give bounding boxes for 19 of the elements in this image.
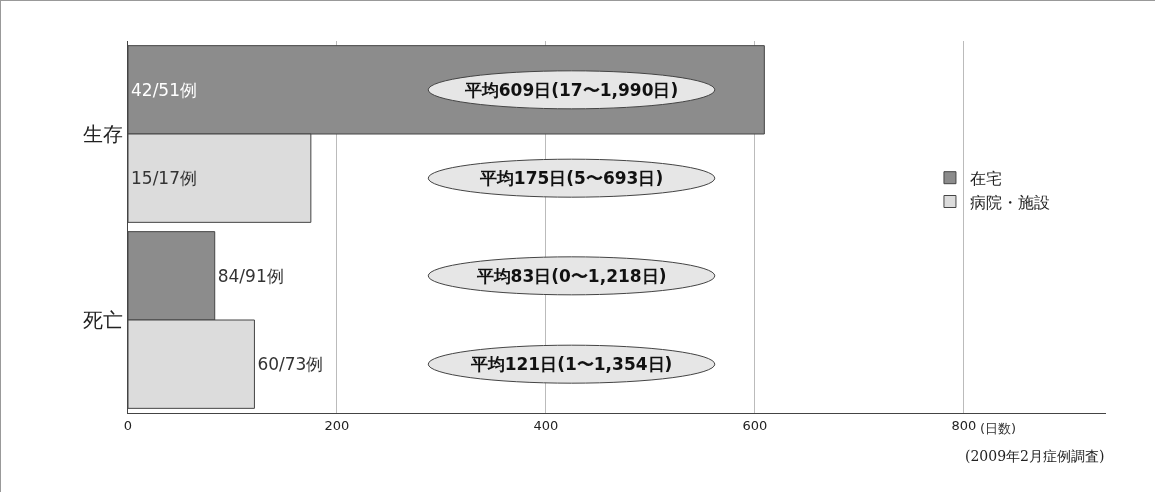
x-tick-label: 0 bbox=[123, 417, 133, 433]
data-label: 15/17例 bbox=[131, 168, 197, 189]
x-tick-label: 400 bbox=[533, 417, 559, 433]
annotation: 平均175日(5〜693日) bbox=[478, 168, 664, 189]
data-label: 60/73例 bbox=[257, 354, 324, 375]
legend-label: 病院・施設 bbox=[969, 192, 1050, 212]
annotation: 平均83日(0〜1,218日) bbox=[475, 265, 667, 286]
text: (2009年2月症例調査) bbox=[965, 448, 1105, 464]
legend-label: 在宅 bbox=[969, 168, 1002, 188]
y-tick-label: 生存 bbox=[83, 122, 123, 146]
x-tick-label: 600 bbox=[742, 417, 768, 433]
annotation: 平均121日(1〜1,354日) bbox=[469, 354, 673, 375]
x-tick-label: 200 bbox=[324, 417, 350, 433]
x-axis-title: (日数) bbox=[980, 421, 1017, 436]
y-tick-label: 死亡 bbox=[83, 308, 123, 332]
x-tick-label: 800 bbox=[951, 417, 977, 433]
annotation: 平均609日(17〜1,990日) bbox=[463, 79, 679, 100]
data-label: 42/51例 bbox=[131, 79, 197, 100]
data-label: 84/91例 bbox=[217, 265, 284, 286]
